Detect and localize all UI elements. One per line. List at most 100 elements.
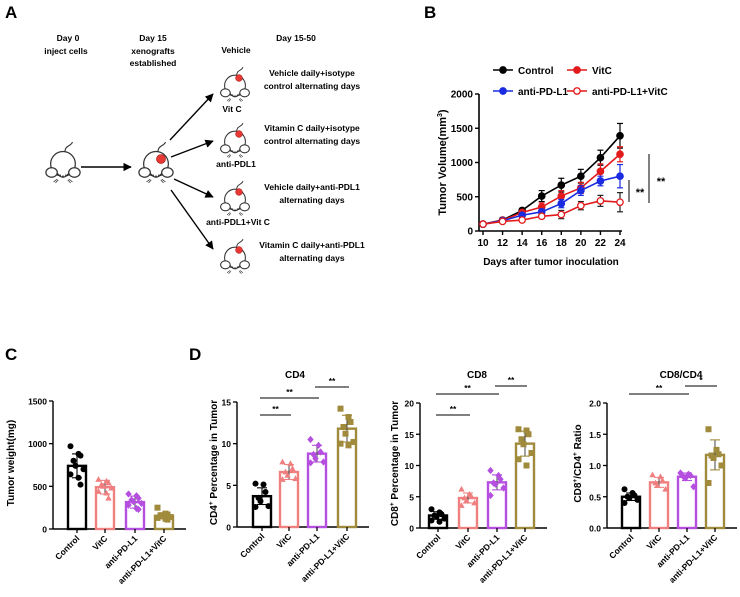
data-point	[520, 441, 527, 448]
data-point	[287, 460, 294, 467]
data-point	[279, 476, 286, 482]
group-treatment-line: alternating days	[279, 195, 344, 205]
x-tick-label: VitC	[453, 532, 472, 551]
data-point	[345, 442, 352, 449]
y-tick-label: 20	[405, 399, 415, 409]
data-point	[596, 167, 605, 176]
data-point	[260, 481, 267, 488]
legend-label: anti-PD-L1	[518, 87, 568, 98]
tumor-volume-chart: 10 12 14 16 18 20 22 24 0 500 1000 1500 2000 Days aft…	[437, 66, 668, 268]
y-axis-label-part: /CD4	[573, 456, 584, 479]
arrow-icon	[170, 189, 214, 250]
data-point	[436, 518, 443, 525]
schematic-panel: Day 0 inject cells Day 15 xenografts est…	[44, 33, 365, 274]
data-point	[312, 455, 319, 463]
y-axis-label-part: CD4	[209, 505, 220, 525]
y-tick-label: 500	[456, 192, 473, 203]
data-point	[133, 492, 140, 500]
significance-label: **	[272, 404, 279, 414]
data-point	[713, 446, 720, 453]
x-tick-label: 16	[536, 238, 548, 249]
data-point	[497, 475, 504, 483]
legend-marker	[499, 87, 507, 95]
timeline-day15-50-title: Day 15-50	[276, 33, 316, 43]
data-point	[350, 439, 357, 445]
data-point	[67, 471, 74, 478]
data-point	[523, 462, 530, 469]
y-tick-label: 10	[222, 439, 232, 449]
x-tick-label: Control	[607, 532, 635, 560]
data-point	[307, 435, 314, 444]
group-treatment-line: Vehicle daily+anti-PDL1	[264, 182, 360, 192]
data-point	[138, 499, 145, 507]
data-point	[662, 485, 669, 492]
data-point	[500, 484, 507, 492]
y-tick-label: 2.0	[589, 399, 601, 409]
tumor-icon	[235, 246, 243, 254]
data-point	[284, 471, 291, 478]
data-point	[428, 506, 435, 513]
group-name: anti-PDL1+Vit C	[206, 217, 270, 227]
data-point	[659, 477, 666, 483]
data-point	[320, 458, 327, 466]
tumor-icon	[156, 154, 166, 164]
y-axis-label-part: +	[572, 479, 579, 483]
data-point	[525, 431, 532, 438]
data-point	[518, 436, 525, 443]
data-point	[154, 514, 161, 521]
timeline-day0-title: Day 0	[57, 33, 80, 43]
y-axis-label-end: )	[437, 109, 449, 113]
chart-title: CD8	[467, 370, 487, 381]
data-point	[67, 443, 74, 450]
data-point	[471, 499, 478, 506]
data-point	[257, 498, 264, 505]
data-point	[557, 181, 566, 189]
data-point	[95, 488, 102, 494]
arrow-icon	[173, 178, 214, 198]
timeline-day15-subtitle-2: established	[130, 58, 177, 68]
data-point	[337, 405, 344, 412]
tumor-icon	[235, 130, 243, 138]
timeline-day15-subtitle-1: xenografts	[131, 46, 175, 56]
y-axis-label-part: Percentage in Tumor	[390, 401, 401, 503]
group-treatment-line: alternating days	[279, 253, 344, 263]
y-axis-label-part: +	[389, 502, 396, 506]
y-axis-label-part: CD8	[573, 482, 584, 502]
data-point	[690, 483, 697, 491]
data-point	[345, 414, 352, 420]
x-tick-label: 14	[517, 238, 529, 249]
legend-label: VitC	[592, 66, 612, 77]
legend-marker	[573, 66, 581, 74]
data-point	[537, 192, 546, 200]
data-point	[125, 490, 132, 498]
tumor-mouse-icon	[220, 238, 250, 274]
y-tick-label: 1000	[28, 439, 47, 449]
timeline-day15-title: Day 15	[139, 33, 167, 43]
data-point	[492, 480, 499, 488]
y-axis-label-part: +	[208, 501, 215, 505]
data-point	[135, 494, 142, 502]
tumor-mouse-icon	[220, 180, 250, 216]
data-point	[687, 471, 694, 480]
chart-title: CD8/CD4	[660, 370, 703, 381]
y-axis-label-main: Tumor Volume(mm	[437, 117, 449, 216]
y-tick-label: 1.5	[589, 430, 601, 440]
y-tick-label: 0	[226, 523, 231, 533]
data-point	[515, 456, 522, 463]
y-tick-label: 15	[405, 430, 415, 440]
data-point	[705, 480, 712, 486]
data-point	[577, 186, 585, 195]
group-treatment-line: control alternating days	[264, 81, 361, 91]
x-tick-label: 18	[556, 238, 568, 249]
y-axis-label-part: Ratio	[573, 424, 584, 452]
y-tick-label: 1500	[451, 124, 474, 135]
data-point	[557, 192, 566, 200]
data-point	[463, 497, 470, 503]
x-tick-label: anti-PD-L1+VitC	[667, 532, 720, 585]
data-point	[164, 516, 171, 523]
group-treatment-line: control alternating days	[264, 136, 361, 146]
data-point	[80, 466, 87, 473]
